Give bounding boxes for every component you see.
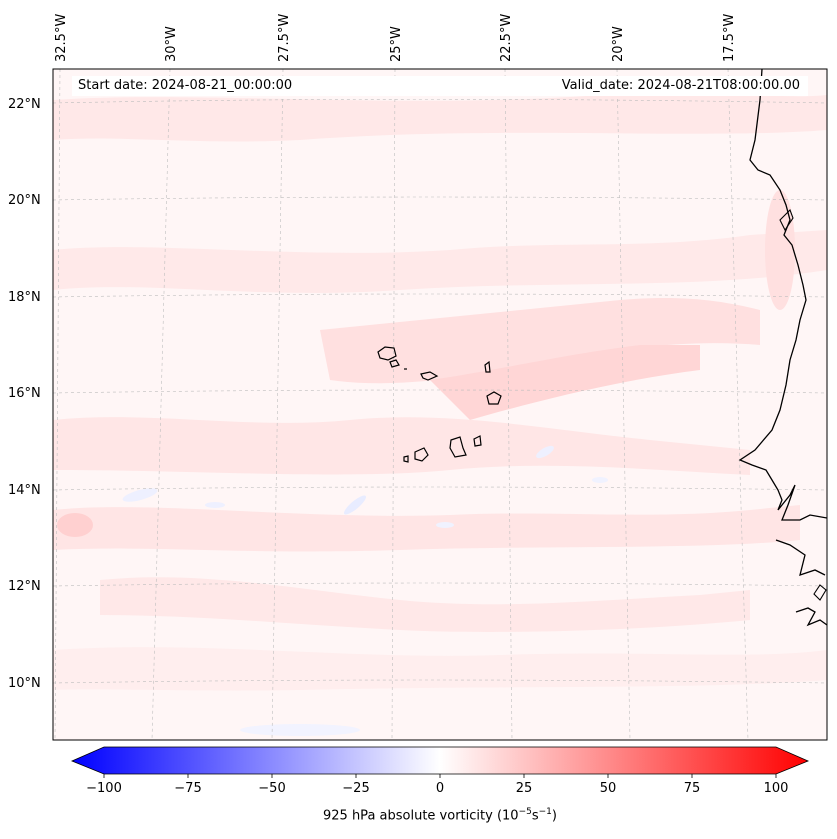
lat-tick-10n: 10°N: [8, 676, 41, 691]
lon-tick-27-5w: 27.5°W: [277, 13, 292, 62]
cb-tick-75: 75: [683, 781, 701, 796]
lat-tick-12n: 12°N: [8, 579, 41, 594]
start-date: Start date: 2024-08-21_00:00:00: [78, 78, 293, 93]
graticule: [53, 69, 827, 740]
cb-tick-50: 50: [599, 781, 617, 796]
cb-tick-minus50: −50: [258, 781, 286, 796]
lat-tick-22n: 22°N: [8, 97, 41, 112]
lat-tick-14n: 14°N: [8, 483, 41, 498]
cb-tick-minus25: −25: [342, 781, 370, 796]
lon-tick-20w: 20°W: [611, 26, 626, 62]
lon-tick-32-5w: 32.5°W: [54, 13, 69, 62]
lat-tick-16n: 16°N: [8, 386, 41, 401]
cape-verde-islands: [377, 346, 502, 463]
lon-tick-17-5w: 17.5°W: [722, 13, 737, 62]
lon-tick-22-5w: 22.5°W: [499, 13, 514, 62]
cb-tick-minus100: −100: [86, 781, 122, 796]
date-header: Start date: 2024-08-21_00:00:00 Valid_da…: [72, 76, 808, 96]
valid-date: Valid_date: 2024-08-21T08:00:00.00: [561, 78, 800, 93]
colorbar-label: 925 hPa absolute vorticity (10−5s−1): [323, 807, 557, 824]
lat-tick-18n: 18°N: [8, 290, 41, 305]
cb-tick-100: 100: [763, 781, 789, 796]
cb-tick-0: 0: [435, 781, 445, 796]
lat-tick-20n: 20°N: [8, 193, 41, 208]
cb-tick-25: 25: [515, 781, 533, 796]
cb-tick-minus75: −75: [174, 781, 202, 796]
vorticity-field: [53, 69, 827, 740]
lon-tick-30w: 30°W: [164, 26, 179, 62]
lon-tick-25w: 25°W: [389, 26, 404, 62]
africa-coastline: [738, 69, 827, 627]
colorbar: [70, 746, 810, 778]
